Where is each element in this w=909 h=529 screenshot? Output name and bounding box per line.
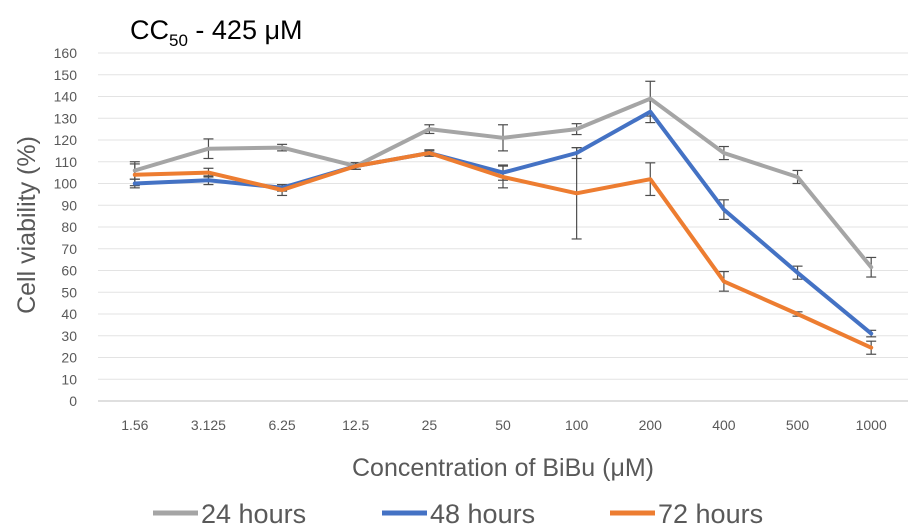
x-tick-label: 1.56 (121, 417, 148, 433)
y-tick-label: 20 (61, 350, 77, 366)
gridlines (98, 52, 908, 402)
y-tick-label: 0 (69, 393, 77, 409)
x-tick-labels: 1.56 3.125 6.25 12.5 25 50 100 200 400 500 1000 (121, 417, 887, 433)
chart-title-main: CC (130, 15, 169, 45)
y-tick-label: 160 (54, 45, 78, 61)
y-axis-title: Cell viability (%) (13, 136, 41, 314)
y-tick-label: 110 (55, 154, 78, 170)
legend: 24 hours 48 hours 72 hours (153, 499, 763, 529)
x-tick-label: 200 (639, 417, 663, 433)
legend-item: 48 hours (382, 499, 535, 529)
y-tick-label: 10 (61, 371, 77, 387)
chart-title-rest: - 425 μM (188, 15, 303, 45)
x-tick-label: 6.25 (268, 417, 295, 433)
legend-label: 48 hours (430, 499, 535, 529)
x-tick-label: 25 (422, 417, 438, 433)
series-lines (132, 96, 874, 350)
y-tick-labels: 0 10 20 30 40 50 60 70 80 90 100 110 120 130 140 150 160 (54, 45, 78, 409)
chart-title: CC50 - 425 μM (130, 15, 303, 50)
x-tick-label: 50 (495, 417, 511, 433)
series-line (132, 151, 874, 350)
series-line (132, 96, 874, 270)
chart-title-subscript: 50 (169, 31, 188, 50)
y-tick-label: 120 (54, 132, 78, 148)
error-bars (129, 80, 877, 355)
legend-item: 72 hours (610, 499, 763, 529)
y-tick-label: 40 (61, 306, 77, 322)
y-tick-label: 130 (54, 110, 78, 126)
y-tick-label: 100 (54, 176, 78, 192)
x-axis-title: Concentration of BiBu (μM) (352, 454, 654, 482)
x-tick-label: 100 (565, 417, 589, 433)
legend-label: 24 hours (201, 499, 306, 529)
x-tick-label: 1000 (856, 417, 887, 433)
x-tick-label: 500 (786, 417, 810, 433)
x-tick-label: 12.5 (342, 417, 369, 433)
y-tick-label: 80 (61, 219, 77, 235)
x-tick-label: 3.125 (191, 417, 226, 433)
legend-label: 72 hours (658, 499, 763, 529)
y-tick-label: 90 (61, 197, 77, 213)
y-tick-label: 70 (61, 241, 77, 257)
y-tick-label: 60 (61, 263, 77, 279)
y-tick-label: 150 (54, 67, 78, 83)
y-tick-label: 50 (61, 284, 77, 300)
y-tick-label: 140 (54, 89, 78, 105)
x-tick-label: 400 (712, 417, 736, 433)
legend-item: 24 hours (153, 499, 306, 529)
y-tick-label: 30 (61, 328, 77, 344)
